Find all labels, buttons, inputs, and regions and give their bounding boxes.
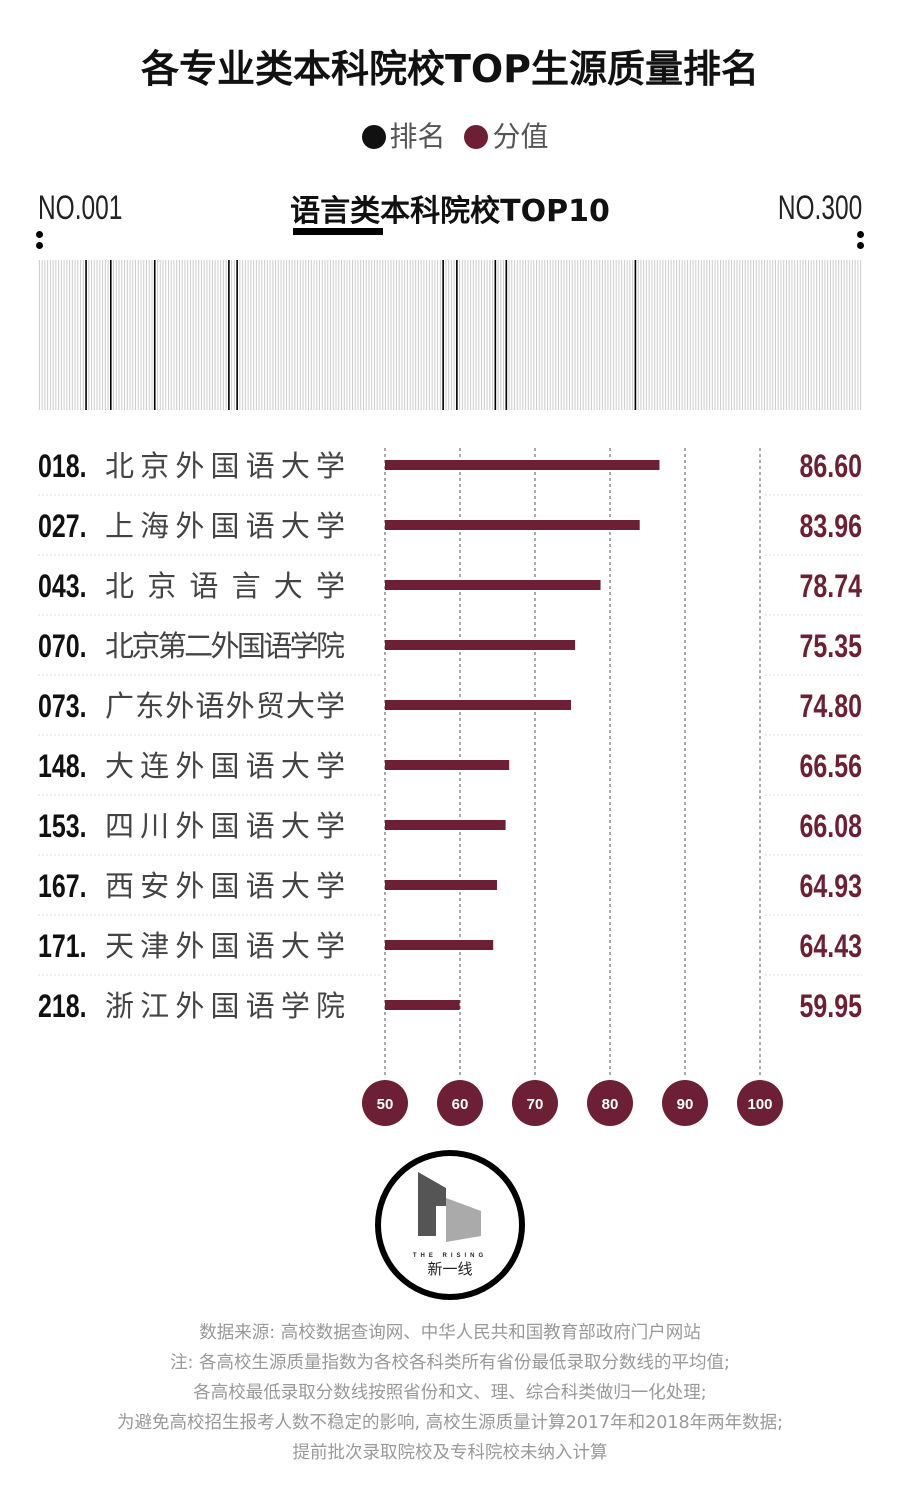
rank-label: 171. — [38, 929, 87, 965]
tick-label: 80 — [602, 1096, 619, 1113]
value-label: 66.56 — [800, 749, 862, 785]
school-name: 上海外国语大学 — [105, 509, 345, 543]
value-label: 59.95 — [800, 989, 862, 1025]
range-start-text: NO.001 — [38, 189, 123, 227]
legend: 排名 分值 — [0, 115, 900, 155]
bar — [385, 520, 640, 530]
rank-label: 073. — [38, 689, 87, 725]
bar — [385, 880, 497, 890]
tick-circle — [437, 1080, 483, 1126]
tick-label: 50 — [377, 1096, 394, 1113]
logo-icon: THE RISING 新一线 — [413, 1172, 487, 1278]
school-name: 北京外国语大学 — [105, 449, 345, 483]
bar — [385, 820, 506, 830]
title-underline — [293, 228, 383, 235]
footer-line: 为避免高校招生报考人数不稳定的影响, 高校生源质量计算2017年和2018年两年… — [116, 1413, 784, 1433]
footer-line: 各高校最低录取分数线按照省份和文、理、综合科类做归一化处理; — [193, 1383, 707, 1403]
range-end-text: NO.300 — [777, 189, 862, 227]
colon-dot — [36, 231, 43, 238]
chart: 50 60 70 80 90 100 018. 北京外国语大学 86.60 027. 上海外国语大学… — [38, 260, 862, 1126]
tick-label: 90 — [677, 1096, 694, 1113]
bar — [385, 1000, 460, 1010]
tick-circle — [737, 1080, 783, 1126]
bar — [385, 460, 660, 470]
footer-notes: 数据来源: 高校数据查询网、中华人民共和国教育部政府门户网站 注: 各高校生源质… — [0, 1318, 900, 1468]
value-label: 75.35 — [800, 629, 862, 665]
value-label: 66.08 — [800, 809, 862, 845]
legend-score-dot — [464, 125, 489, 149]
bar — [385, 760, 510, 770]
bar — [385, 940, 494, 950]
school-name: 浙江外国语学院 — [105, 989, 345, 1023]
value-label: 83.96 — [800, 509, 862, 545]
footer-line: 注: 各高校生源质量指数为各校各科类所有省份最低录取分数线的平均值; — [170, 1353, 730, 1373]
rank-label: 218. — [38, 989, 87, 1025]
value-label: 74.80 — [800, 689, 862, 725]
tick-label: 60 — [452, 1096, 469, 1113]
tick-circle — [512, 1080, 558, 1126]
bar — [385, 640, 576, 650]
colon-dot — [36, 242, 43, 249]
page-title: 各专业类本科院校TOP生源质量排名 — [140, 47, 760, 91]
bar — [385, 580, 601, 590]
legend-rank-dot — [361, 125, 386, 149]
logo-text-en: THE RISING — [413, 1253, 487, 1259]
logo-text-cn: 新一线 — [427, 1260, 472, 1278]
rank-label: 027. — [38, 509, 87, 545]
school-name: 四川外国语大学 — [105, 809, 345, 843]
value-label: 86.60 — [800, 449, 862, 485]
tick-label: 70 — [527, 1096, 544, 1113]
school-name: 天津外国语大学 — [105, 929, 345, 963]
school-name: 西安外国语大学 — [105, 869, 345, 903]
colon-dot — [857, 242, 864, 249]
chart-title: 语言类本科院校TOP10 — [290, 194, 610, 229]
footer-line: 数据来源: 高校数据查询网、中华人民共和国教育部政府门户网站 — [199, 1323, 701, 1343]
legend-score-label: 分值 — [492, 120, 549, 153]
value-label: 64.93 — [800, 869, 862, 905]
logo: THE RISING 新一线 — [375, 1150, 525, 1300]
tick-circle — [587, 1080, 633, 1126]
footer-line: 提前批次录取院校及专科院校未纳入计算 — [292, 1443, 608, 1463]
legend-rank-label: 排名 — [389, 120, 446, 153]
colon-dot — [857, 231, 864, 238]
value-label: 64.43 — [800, 929, 862, 965]
rank-label: 043. — [38, 569, 87, 605]
tick-circle — [362, 1080, 408, 1126]
rank-label: 018. — [38, 449, 87, 485]
value-label: 78.74 — [800, 569, 862, 605]
school-name: 大连外国语大学 — [105, 749, 345, 783]
rank-label: 070. — [38, 629, 87, 665]
rank-label: 167. — [38, 869, 87, 905]
school-name: 北京语言大学 — [105, 569, 345, 603]
school-name: 北京第二外国语学院 — [105, 629, 345, 663]
school-name: 广东外语外贸大学 — [105, 689, 345, 723]
rank-label: 148. — [38, 749, 87, 785]
tick-circle — [662, 1080, 708, 1126]
rank-label: 153. — [38, 809, 87, 845]
bar — [385, 700, 571, 710]
tick-label: 100 — [747, 1096, 772, 1113]
range-start: NO.001 — [38, 188, 155, 228]
range-end: NO.300 — [745, 188, 862, 228]
